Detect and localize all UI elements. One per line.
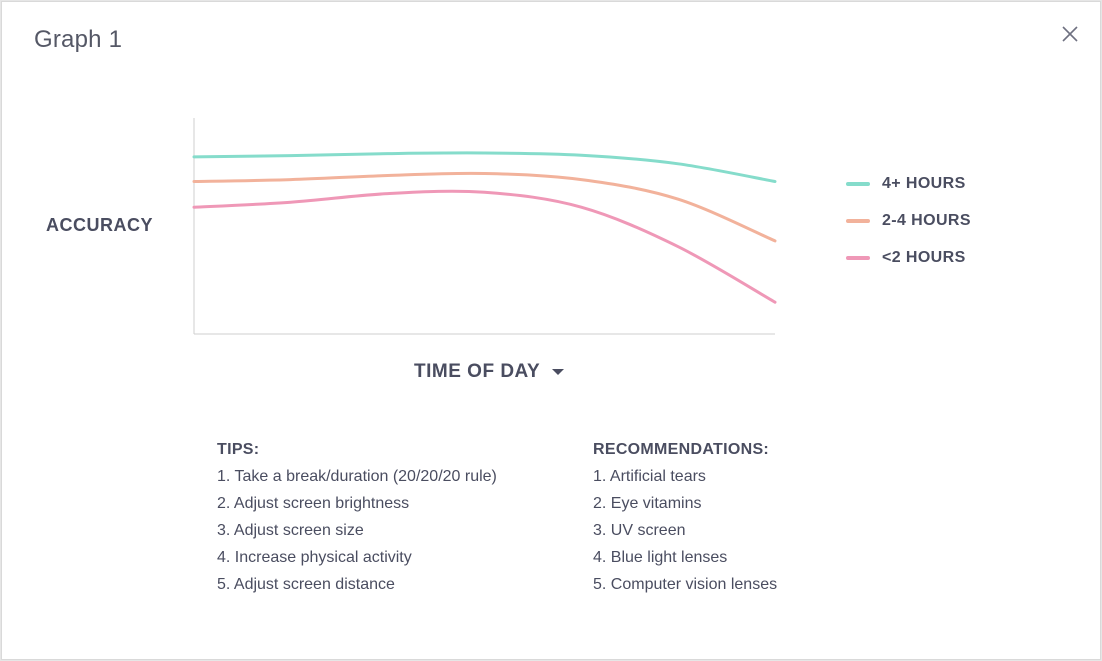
series-line-1: [192, 171, 777, 243]
recommendation-item: 3. UV screen: [593, 522, 686, 539]
modal-title: Graph 1: [34, 26, 123, 53]
tip-item: 3. Adjust screen size: [217, 522, 364, 539]
recommendations-heading: RECOMMENDATIONS:: [593, 441, 770, 458]
recommendations-section: RECOMMENDATIONS: 1. Artificial tears 2. …: [593, 440, 777, 598]
tip-item: 1. Take a break/duration (20/20/20 rule): [217, 468, 497, 485]
x-axis-label: TIME OF DAY: [414, 361, 541, 382]
recommendation-item: 5. Computer vision lenses: [593, 576, 778, 593]
legend-swatch: [846, 256, 870, 260]
series-line-0: [192, 151, 777, 183]
line-chart: [192, 118, 777, 335]
recommendation-item: 4. Blue light lenses: [593, 549, 728, 566]
caret-down-icon: [552, 369, 565, 375]
legend-label: <2 HOURS: [882, 249, 966, 266]
x-axis-dropdown[interactable]: TIME OF DAY: [414, 361, 565, 387]
tip-item: 2. Adjust screen brightness: [217, 495, 410, 512]
series-line-2: [192, 189, 777, 304]
tip-item: 5. Adjust screen distance: [217, 576, 395, 593]
legend-label: 4+ HOURS: [882, 175, 966, 192]
legend-label: 2-4 HOURS: [882, 212, 971, 229]
close-icon[interactable]: [1056, 20, 1084, 48]
recommendation-item: 1. Artificial tears: [593, 468, 706, 485]
recommendation-item: 2. Eye vitamins: [593, 495, 702, 512]
tip-item: 4. Increase physical activity: [217, 549, 412, 566]
tips-heading: TIPS:: [217, 441, 260, 458]
y-axis-label: ACCURACY: [46, 215, 153, 235]
tips-section: TIPS: 1. Take a break/duration (20/20/20…: [217, 440, 497, 598]
legend-swatch: [846, 219, 870, 223]
legend-swatch: [846, 182, 870, 186]
